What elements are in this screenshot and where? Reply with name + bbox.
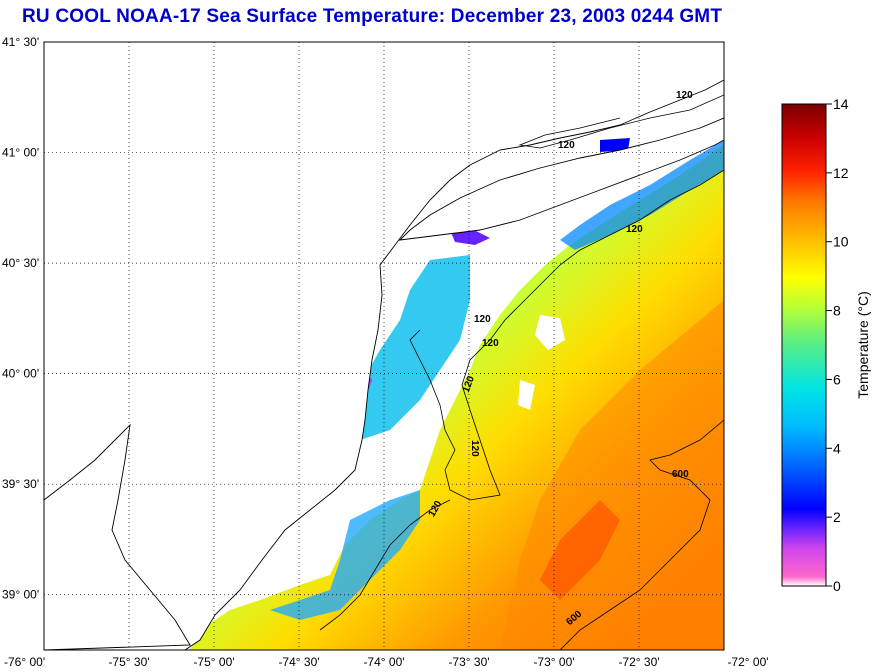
colorbar-tick-label: 0 bbox=[833, 578, 841, 594]
latitude-tick-label: 41° 30' bbox=[2, 35, 39, 49]
contour-120-north bbox=[518, 94, 724, 149]
longitude-tick-label: -74° 00' bbox=[363, 655, 404, 669]
colorbar-tick-label: 8 bbox=[833, 303, 841, 319]
cool-delaware-band bbox=[270, 490, 420, 620]
longitude-tick-label: -73° 30' bbox=[448, 655, 489, 669]
bathymetry-contours bbox=[319, 94, 724, 650]
contour-label: 120 bbox=[474, 314, 491, 325]
contour-label: 600 bbox=[672, 469, 689, 480]
cold-nearshore-band bbox=[560, 140, 724, 250]
contour-label: 120 bbox=[626, 224, 643, 235]
map-frame bbox=[43, 41, 725, 651]
contour-120-south bbox=[319, 499, 451, 631]
longitude-tick-label: -75° 30' bbox=[108, 655, 149, 669]
colorbar-tick-label: 2 bbox=[833, 509, 841, 525]
colorbar-ramp bbox=[781, 103, 827, 587]
longitude-tick-label: -76° 00' bbox=[4, 655, 45, 669]
cool-shelf-band bbox=[345, 255, 470, 440]
cloud-hole-2 bbox=[518, 380, 535, 410]
cloud-hole bbox=[535, 315, 565, 350]
colorbar-tick-label: 6 bbox=[833, 371, 841, 387]
latitude-tick-label: 40° 00' bbox=[2, 367, 39, 381]
contour-labels: 120 120 120 120 120 120 120 120 600 600 bbox=[427, 90, 694, 628]
longitude-tick-label: -75° 00' bbox=[193, 655, 234, 669]
latitude-tick-label: 39° 00' bbox=[2, 588, 39, 602]
latitude-tick-label: 39° 30' bbox=[2, 477, 39, 491]
long-island bbox=[398, 117, 724, 241]
lat-lon-grid bbox=[44, 42, 724, 650]
colorbar-label: Temperature (°C) bbox=[855, 291, 871, 399]
colorbar-tick-label: 4 bbox=[833, 440, 841, 456]
colorbar-tick-label: 10 bbox=[833, 234, 849, 250]
hot-spot-region bbox=[540, 500, 620, 600]
longitude-tick-label: -72° 00' bbox=[727, 655, 768, 669]
contour-label: 120 bbox=[558, 140, 575, 151]
longitude-tick-labels: -76° 00' -75° 30' -75° 00' -74° 30' -74° 00'… bbox=[4, 655, 769, 669]
contour-120-shelf bbox=[409, 169, 724, 501]
contour-label: 120 bbox=[676, 90, 693, 101]
colorbar: 0 2 4 6 8 10 12 14 Temperature (°C) bbox=[781, 96, 871, 594]
colorbar-tick-label: 12 bbox=[833, 165, 849, 181]
longitude-tick-label: -74° 30' bbox=[278, 655, 319, 669]
latitude-tick-labels: 41° 30' 41° 00' 40° 30' 40° 00' 39° 30' 39° 0… bbox=[2, 35, 39, 602]
colorbar-tick-label: 14 bbox=[833, 96, 849, 112]
latitude-tick-label: 40° 30' bbox=[2, 256, 39, 270]
colorbar-ticks: 0 2 4 6 8 10 12 14 bbox=[826, 96, 849, 594]
contour-label: 120 bbox=[482, 338, 499, 349]
map-title: RU COOL NOAA-17 Sea Surface Temperature:… bbox=[22, 6, 723, 27]
contour-600 bbox=[559, 419, 724, 650]
latitude-tick-label: 41° 00' bbox=[2, 146, 39, 160]
cold-patch-5 bbox=[600, 138, 630, 152]
longitude-tick-label: -73° 00' bbox=[533, 655, 574, 669]
longitude-tick-label: -72° 30' bbox=[618, 655, 659, 669]
contour-label: 120 bbox=[469, 440, 480, 457]
delaware-bay bbox=[44, 423, 191, 650]
